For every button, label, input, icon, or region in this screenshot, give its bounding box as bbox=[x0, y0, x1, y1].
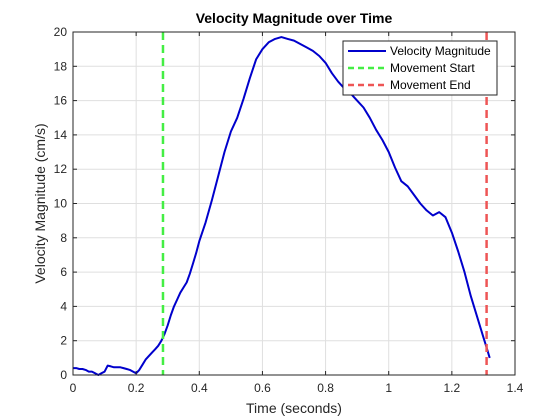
x-tick-label: 0.6 bbox=[254, 381, 271, 395]
legend-label-movement-start: Movement Start bbox=[390, 61, 475, 75]
y-tick-label: 12 bbox=[54, 162, 68, 176]
ticks: 0 0.2 0.4 0.6 0.8 1 1.2 1.4 0 2 4 6 8 10 12 14 16 18 20 bbox=[54, 25, 524, 395]
y-tick-label: 8 bbox=[60, 231, 67, 245]
x-tick-label: 1 bbox=[385, 381, 392, 395]
y-tick-label: 14 bbox=[54, 128, 68, 142]
y-tick-label: 10 bbox=[54, 197, 68, 211]
y-tick-label: 2 bbox=[60, 334, 67, 348]
y-tick-label: 18 bbox=[54, 59, 68, 73]
y-tick-label: 20 bbox=[54, 25, 68, 39]
chart-title: Velocity Magnitude over Time bbox=[196, 10, 393, 26]
y-axis-label: Velocity Magnitude (cm/s) bbox=[32, 123, 48, 283]
series-line-velocity-magnitude bbox=[73, 36, 491, 376]
y-tick-label: 16 bbox=[54, 94, 68, 108]
x-tick-label: 1.4 bbox=[507, 381, 524, 395]
y-tick-label: 0 bbox=[60, 368, 67, 382]
x-axis-label: Time (seconds) bbox=[246, 400, 342, 416]
y-tick-label: 6 bbox=[60, 265, 67, 279]
x-tick-label: 1.2 bbox=[444, 381, 461, 395]
x-tick-label: 0 bbox=[70, 381, 77, 395]
legend: Velocity Magnitude Movement Start Moveme… bbox=[342, 40, 498, 96]
x-tick-label: 0.4 bbox=[191, 381, 208, 395]
legend-label-velocity: Velocity Magnitude bbox=[390, 44, 491, 58]
x-tick-label: 0.8 bbox=[317, 381, 334, 395]
x-tick-label: 0.2 bbox=[128, 381, 145, 395]
series-layer bbox=[73, 36, 491, 376]
y-tick-label: 4 bbox=[60, 299, 67, 313]
legend-label-movement-end: Movement End bbox=[390, 78, 471, 92]
